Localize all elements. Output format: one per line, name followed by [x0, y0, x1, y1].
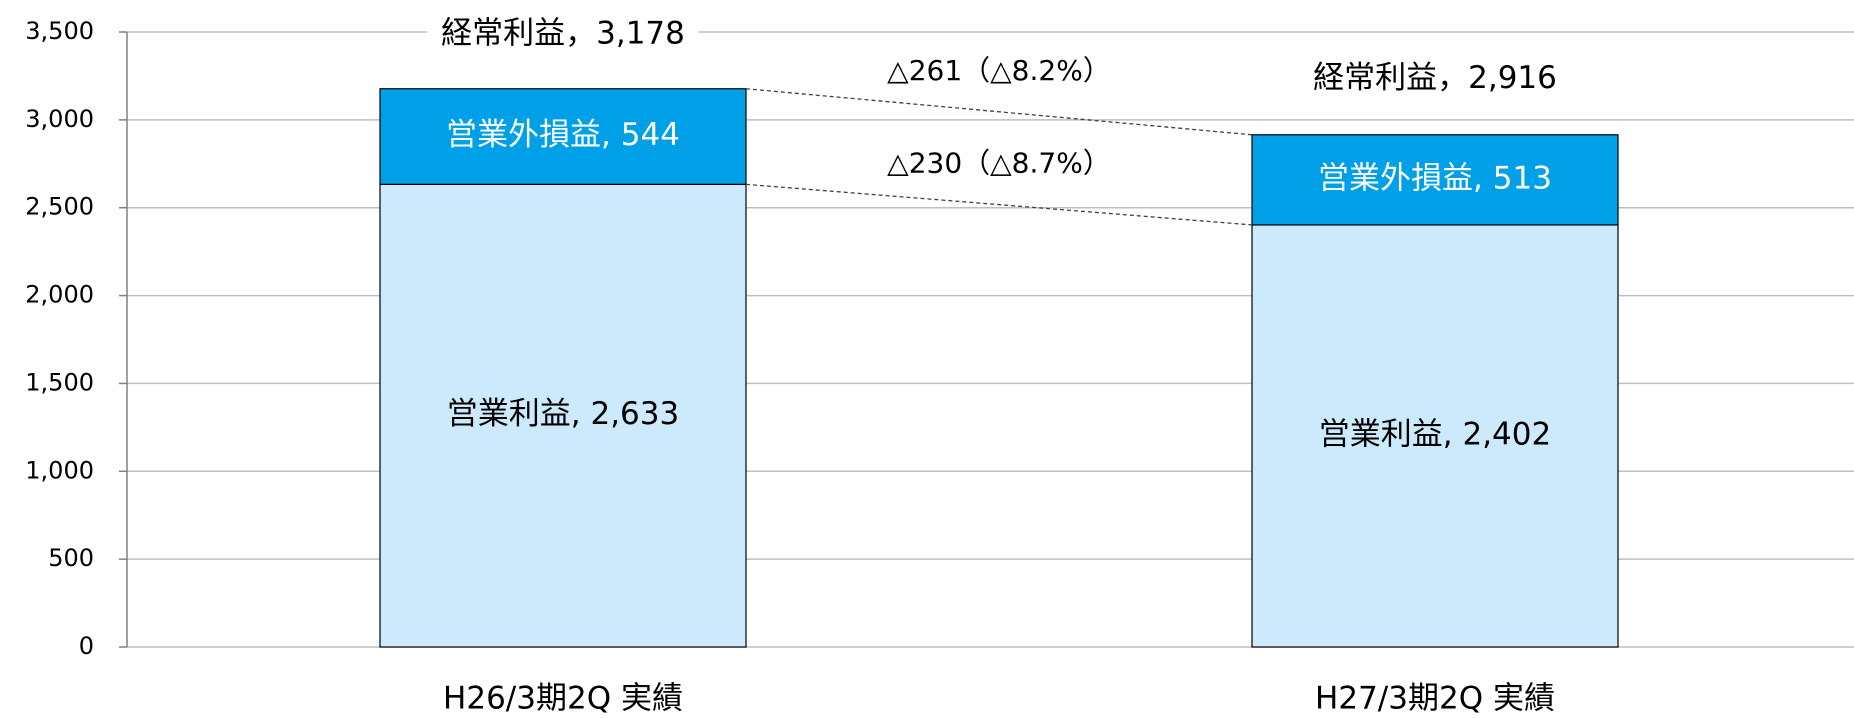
label-bg [427, 15, 699, 52]
y-tick-label: 2,000 [25, 281, 94, 309]
y-tick-label: 0 [79, 632, 94, 660]
y-tick-label: 3,500 [25, 17, 94, 45]
total-label: 経常利益，2,916 [1313, 60, 1557, 96]
connector [745, 88, 1253, 136]
bar-segment [379, 88, 747, 185]
connector [745, 183, 1253, 226]
total-label: 経常利益，3,178 [441, 16, 685, 52]
data-label: 営業外損益, 544 [446, 117, 680, 153]
bar-segment [1251, 224, 1619, 648]
bar-segment [1251, 134, 1619, 226]
x-tick-label: H26/3期2Q 実績 [443, 681, 683, 717]
label-bg [1299, 60, 1571, 97]
bar-segment [379, 183, 747, 648]
data-label: 営業外損益, 513 [1318, 160, 1552, 196]
y-tick-label: 1,000 [25, 456, 94, 484]
y-tick-label: 2,500 [25, 193, 94, 221]
y-tick-label: 1,500 [25, 368, 94, 396]
y-tick-label: 500 [48, 544, 94, 572]
data-label: 営業利益, 2,402 [1319, 416, 1551, 452]
x-tick-label: H27/3期2Q 実績 [1315, 681, 1555, 717]
data-label: 営業利益, 2,633 [447, 396, 679, 432]
annotation: △230（△8.7%） [887, 147, 1111, 180]
annotation: △261（△8.2%） [887, 54, 1111, 87]
y-tick-label: 3,000 [25, 105, 94, 133]
